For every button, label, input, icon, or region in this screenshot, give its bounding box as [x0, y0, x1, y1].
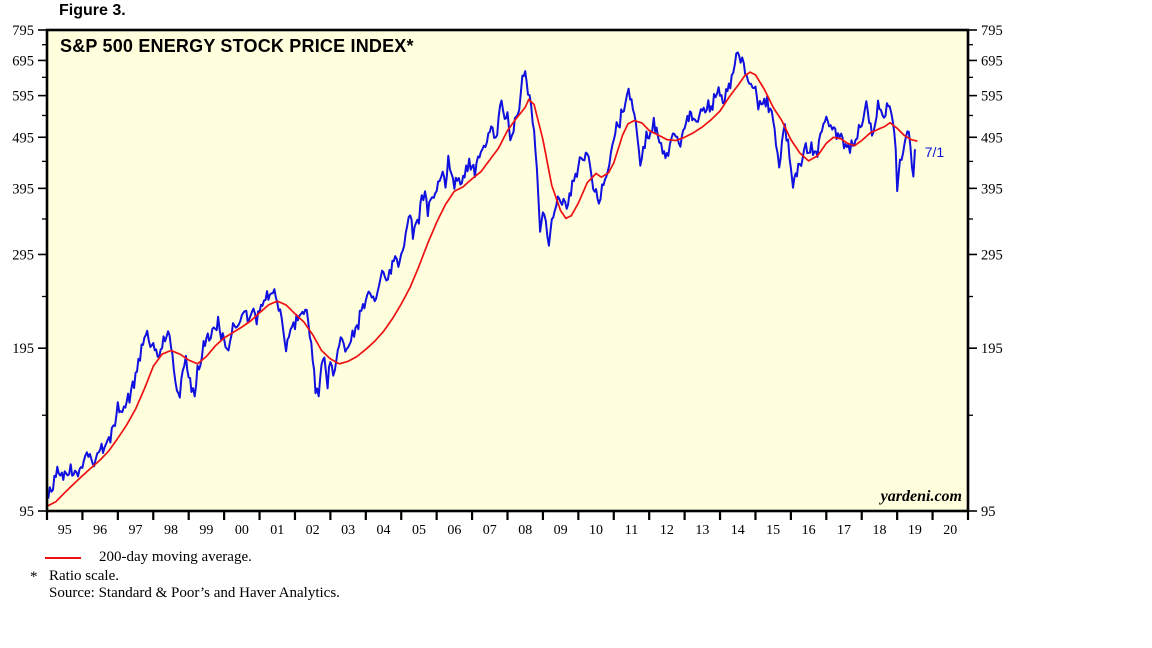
- x-axis-label: 01: [270, 523, 284, 538]
- plot-frame: [45, 28, 970, 513]
- figure-label: Figure 3.: [59, 2, 126, 19]
- y-axis-label-left: 95: [20, 504, 35, 520]
- x-axis-label: 19: [908, 523, 922, 538]
- latest-date-annotation: 7/1: [924, 143, 945, 160]
- x-axis-label: 07: [483, 523, 497, 538]
- x-axis-label: 05: [412, 523, 426, 538]
- y-axis-label-right: 595: [981, 89, 1003, 105]
- x-axis-label: 17: [837, 523, 851, 538]
- x-axis-label: 98: [164, 523, 178, 538]
- y-axis-label-left: 695: [12, 53, 34, 69]
- chart-title: S&P 500 ENERGY STOCK PRICE INDEX*: [60, 36, 414, 56]
- y-axis-label-right: 395: [981, 181, 1003, 197]
- x-axis-label: 20: [943, 523, 957, 538]
- x-axis-label: 14: [731, 523, 745, 538]
- x-axis-label: 06: [447, 523, 461, 538]
- x-axis-label: 18: [872, 523, 886, 538]
- legend-label: 200-day moving average.: [99, 549, 252, 565]
- x-axis-label: 99: [199, 523, 213, 538]
- x-axis-label: 10: [589, 523, 603, 538]
- x-axis-label: 95: [58, 523, 72, 538]
- y-axis-label-left: 595: [12, 89, 34, 105]
- footnote-asterisk: *: [30, 569, 38, 585]
- y-axis-label-left: 795: [12, 23, 34, 39]
- x-axis-label: 13: [695, 523, 709, 538]
- y-axis-label-left: 395: [12, 181, 34, 197]
- index-line-series: [46, 51, 916, 499]
- x-axis-label: 15: [766, 523, 780, 538]
- legend: 200-day moving average.: [45, 549, 252, 566]
- y-axis-label-right: 295: [981, 247, 1003, 263]
- y-axis-label-right: 195: [981, 341, 1003, 357]
- y-axis-label-left: 295: [12, 247, 34, 263]
- x-axis-label: 97: [129, 523, 143, 538]
- x-axis-label: 11: [625, 523, 638, 538]
- y-axis-label-left: 195: [12, 341, 34, 357]
- y-axis-label-left: 495: [12, 130, 34, 146]
- x-axis-label: 02: [306, 523, 320, 538]
- x-axis-label: 96: [93, 523, 107, 538]
- watermark-yardeni: yardeni.com: [880, 488, 962, 505]
- source-note: Source: Standard & Poor’s and Haver Anal…: [49, 585, 340, 601]
- y-axis-label-right: 695: [981, 53, 1003, 69]
- x-axis-label: 08: [518, 523, 532, 538]
- x-axis-label: 03: [341, 523, 355, 538]
- plot-background: [47, 30, 968, 511]
- x-axis-label: 09: [554, 523, 568, 538]
- x-axis-label: 04: [377, 523, 391, 538]
- x-axis-label: 16: [802, 523, 816, 538]
- x-axis-label: 00: [235, 523, 249, 538]
- x-axis-label: 12: [660, 523, 674, 538]
- y-axis-label-right: 95: [981, 504, 996, 520]
- y-axis-label-right: 495: [981, 130, 1003, 146]
- legend-line-sample-icon: [45, 557, 81, 559]
- ratio-scale-note: Ratio scale.: [49, 568, 119, 584]
- y-axis-label-right: 795: [981, 23, 1003, 39]
- moving-average-series: [46, 71, 918, 508]
